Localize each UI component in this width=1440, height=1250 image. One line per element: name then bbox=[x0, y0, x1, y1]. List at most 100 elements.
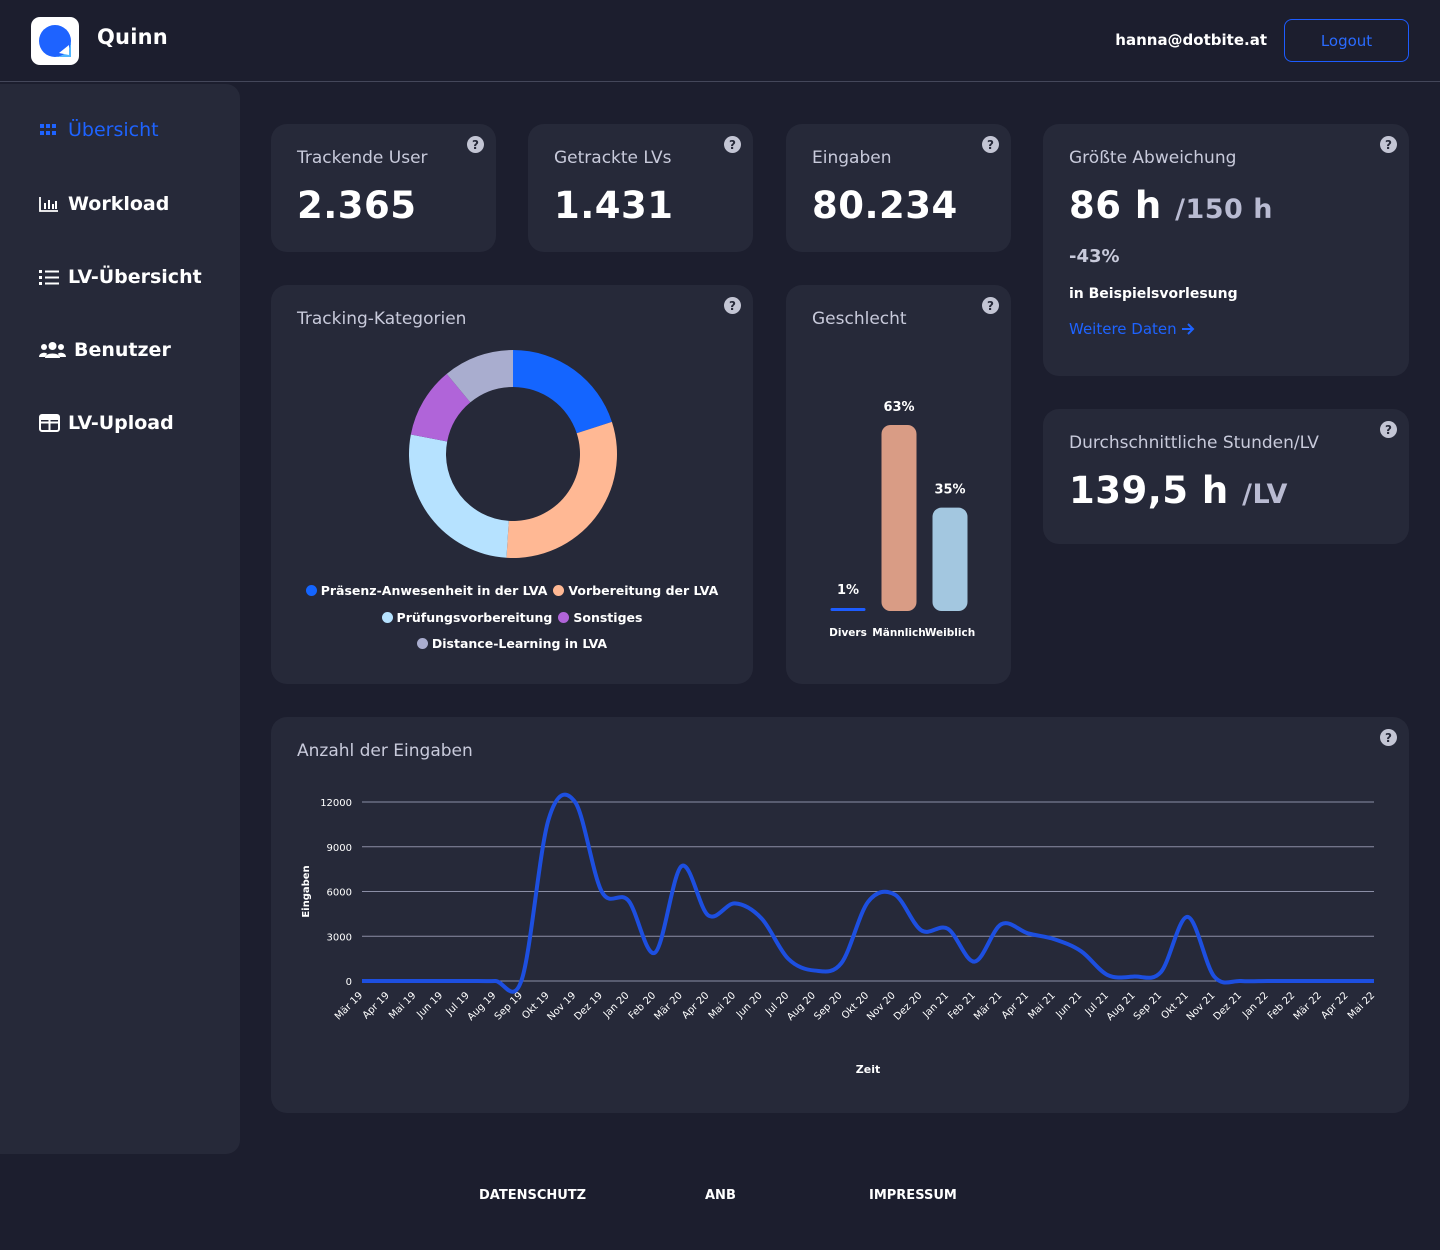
list-icon bbox=[38, 267, 60, 287]
x-tick-label: Dez 19 bbox=[572, 990, 605, 1023]
entries-series-line bbox=[362, 792, 1374, 994]
y-axis-label: Eingaben bbox=[301, 865, 312, 917]
user-email: hanna@dotbite.at bbox=[1115, 31, 1267, 49]
x-tick-label: Mai 20 bbox=[707, 990, 738, 1021]
legend-item[interactable]: Prüfungsvorbereitung bbox=[381, 610, 552, 625]
bar-category-label: Männlich bbox=[872, 627, 925, 639]
legend-label: Sonstiges bbox=[573, 610, 643, 625]
stat-value: 139,5 h /LV bbox=[1069, 469, 1288, 512]
help-icon[interactable]: ? bbox=[1380, 421, 1397, 438]
legend-item[interactable]: Präsenz-Anwesenheit in der LVA bbox=[305, 583, 547, 598]
sidebar-item-label: Übersicht bbox=[68, 119, 159, 141]
x-tick-label: Mai 21 bbox=[1026, 990, 1057, 1021]
x-tick-label: Jun 20 bbox=[734, 990, 765, 1021]
chart-legend: Prüfungsvorbereitung Sonstiges bbox=[271, 610, 753, 625]
gender-card: Geschlecht ? 1% Divers 63% Männlich 35% Weibl… bbox=[786, 285, 1011, 684]
tracking-categories-card: Tracking-Kategorien ? Präsenz-Anwesenhei… bbox=[271, 285, 753, 684]
chart-legend: Distance-Learning in LVA bbox=[271, 636, 753, 651]
app-logo[interactable] bbox=[31, 17, 79, 65]
bar-value-label: 35% bbox=[934, 483, 965, 498]
x-tick-label: Apr 19 bbox=[361, 990, 392, 1021]
y-tick-label: 12000 bbox=[320, 798, 352, 809]
legend-dot bbox=[305, 585, 317, 596]
avg-hours-value: 139,5 h bbox=[1069, 469, 1229, 512]
card-title: Größte Abweichung bbox=[1069, 148, 1237, 168]
sidebar-item-lv-upload[interactable]: LV-Upload bbox=[38, 408, 174, 438]
x-tick-label: Mai 22 bbox=[1346, 990, 1377, 1021]
donut-slice[interactable] bbox=[446, 350, 513, 403]
top-header: Quinn hanna@dotbite.at Logout bbox=[0, 0, 1440, 82]
x-axis-label: Zeit bbox=[856, 1063, 880, 1076]
x-tick-label: Dez 21 bbox=[1212, 990, 1245, 1023]
logout-button[interactable]: Logout bbox=[1284, 19, 1409, 62]
legend-item[interactable]: Distance-Learning in LVA bbox=[416, 636, 607, 651]
x-tick-label: Nov 21 bbox=[1185, 990, 1218, 1023]
bar-category-label: Divers bbox=[829, 627, 867, 639]
card-title: Eingaben bbox=[812, 148, 892, 168]
stat-card-entries: Eingaben ? 80.234 bbox=[786, 124, 1011, 252]
chart-legend: Präsenz-Anwesenheit in der LVA Vorbereit… bbox=[271, 583, 753, 598]
help-icon[interactable]: ? bbox=[982, 297, 999, 314]
legend-item[interactable]: Vorbereitung der LVA bbox=[553, 583, 718, 598]
help-icon[interactable]: ? bbox=[467, 136, 484, 153]
bar-category-label: Weiblich bbox=[925, 627, 975, 639]
bar-value-label: 1% bbox=[837, 583, 859, 598]
x-tick-label: Jan 22 bbox=[1240, 990, 1271, 1021]
more-data-link[interactable]: Weitere Daten bbox=[1069, 320, 1195, 338]
card-title: Tracking-Kategorien bbox=[297, 309, 467, 329]
help-icon[interactable]: ? bbox=[724, 297, 741, 314]
help-icon[interactable]: ? bbox=[724, 136, 741, 153]
donut-slice[interactable] bbox=[409, 434, 509, 558]
legend-dot bbox=[416, 638, 428, 649]
x-tick-label: Aug 19 bbox=[466, 990, 499, 1023]
donut-slice[interactable] bbox=[513, 350, 612, 434]
footer-link-terms[interactable]: ANB bbox=[705, 1188, 736, 1203]
deviation-unit: /150 h bbox=[1175, 194, 1273, 225]
x-tick-label: Apr 22 bbox=[1319, 990, 1350, 1021]
avg-hours-unit: /LV bbox=[1242, 479, 1288, 510]
sidebar-item-label: Workload bbox=[68, 193, 170, 215]
sidebar-item-lv-uebersicht[interactable]: LV-Übersicht bbox=[38, 262, 202, 292]
bar-chart-icon bbox=[38, 194, 60, 214]
x-tick-label: Jan 21 bbox=[921, 990, 952, 1021]
card-title: Anzahl der Eingaben bbox=[297, 741, 473, 761]
gender-bar[interactable] bbox=[932, 507, 968, 611]
gender-bar[interactable] bbox=[830, 608, 866, 611]
deviation-hours: 86 h bbox=[1069, 184, 1162, 227]
legend-dot bbox=[553, 585, 565, 596]
legend-label: Vorbereitung der LVA bbox=[568, 583, 719, 598]
legend-dot bbox=[381, 612, 393, 623]
stat-card-avg-hours: Durchschnittliche Stunden/LV ? 139,5 h /… bbox=[1043, 409, 1409, 544]
x-tick-label: Jun 19 bbox=[414, 990, 445, 1021]
sidebar-item-benutzer[interactable]: Benutzer bbox=[38, 335, 171, 365]
deviation-context: in Beispielsvorlesung bbox=[1069, 286, 1238, 302]
x-tick-label: Jun 21 bbox=[1054, 990, 1085, 1021]
x-tick-label: Nov 20 bbox=[865, 990, 898, 1023]
deviation-percent: -43% bbox=[1069, 246, 1120, 267]
bar-value-label: 63% bbox=[883, 400, 914, 415]
gender-bar-chart: 1% Divers 63% Männlich 35% Weiblich bbox=[829, 400, 975, 639]
x-tick-label: Mai 19 bbox=[387, 990, 418, 1021]
x-tick-label: Apr 21 bbox=[1000, 990, 1031, 1021]
legend-dot bbox=[558, 612, 570, 623]
y-tick-label: 3000 bbox=[327, 932, 352, 943]
stat-card-tracked-lvs: Getrackte LVs ? 1.431 bbox=[528, 124, 753, 252]
gender-bar[interactable] bbox=[881, 425, 917, 611]
x-tick-label: Sep 19 bbox=[493, 990, 525, 1022]
donut-slice[interactable] bbox=[506, 421, 617, 558]
y-tick-label: 0 bbox=[346, 977, 352, 988]
sidebar: Übersicht Workload LV-Übersicht bbox=[0, 84, 240, 1154]
stat-value: 1.431 bbox=[554, 184, 674, 227]
help-icon[interactable]: ? bbox=[982, 136, 999, 153]
legend-item[interactable]: Sonstiges bbox=[558, 610, 642, 625]
help-icon[interactable]: ? bbox=[1380, 136, 1397, 153]
stat-value: 86 h /150 h bbox=[1069, 184, 1273, 227]
help-icon[interactable]: ? bbox=[1380, 729, 1397, 746]
sidebar-item-uebersicht[interactable]: Übersicht bbox=[38, 115, 159, 145]
x-tick-label: Jan 20 bbox=[601, 990, 632, 1021]
x-tick-label: Dez 20 bbox=[892, 990, 925, 1023]
footer-link-imprint[interactable]: IMPRESSUM bbox=[869, 1188, 957, 1203]
donut-slice[interactable] bbox=[410, 373, 471, 442]
sidebar-item-workload[interactable]: Workload bbox=[38, 189, 169, 219]
footer-link-privacy[interactable]: DATENSCHUTZ bbox=[479, 1188, 587, 1203]
